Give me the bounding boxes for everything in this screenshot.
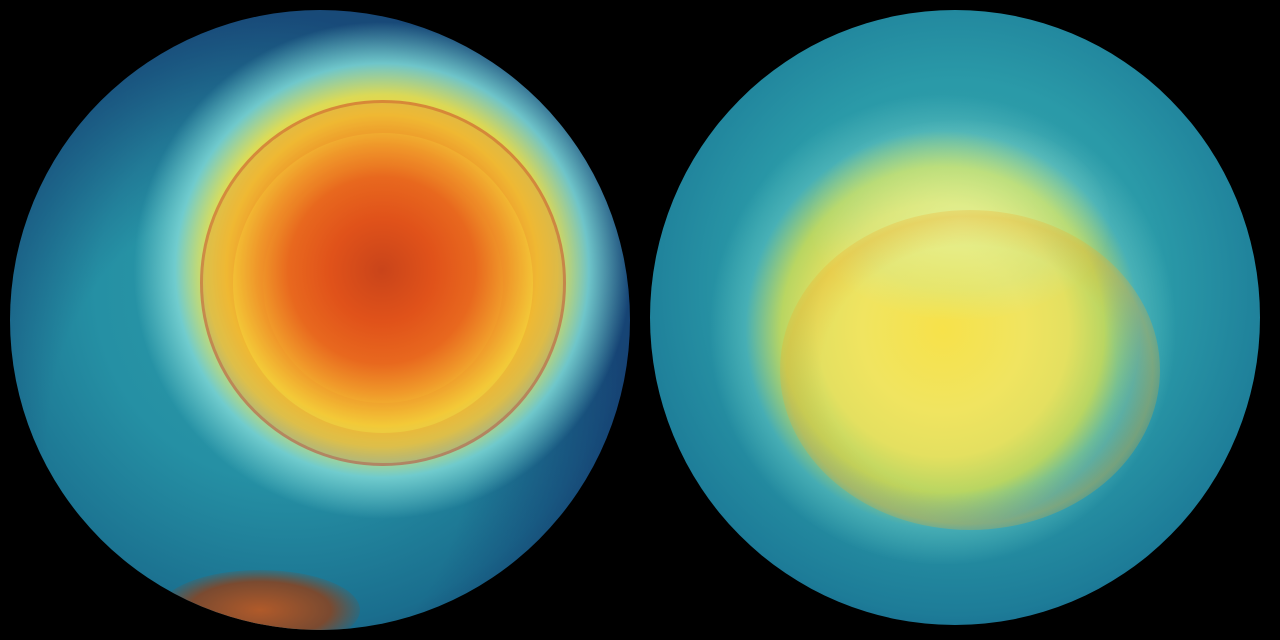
polar-vortex-swirl xyxy=(200,100,566,466)
left-globe-visualization xyxy=(10,10,630,630)
right-globe-visualization xyxy=(650,10,1260,625)
continent-landmass xyxy=(160,570,360,630)
warm-ring-region xyxy=(780,210,1160,530)
polar-ice-region xyxy=(810,120,1110,320)
